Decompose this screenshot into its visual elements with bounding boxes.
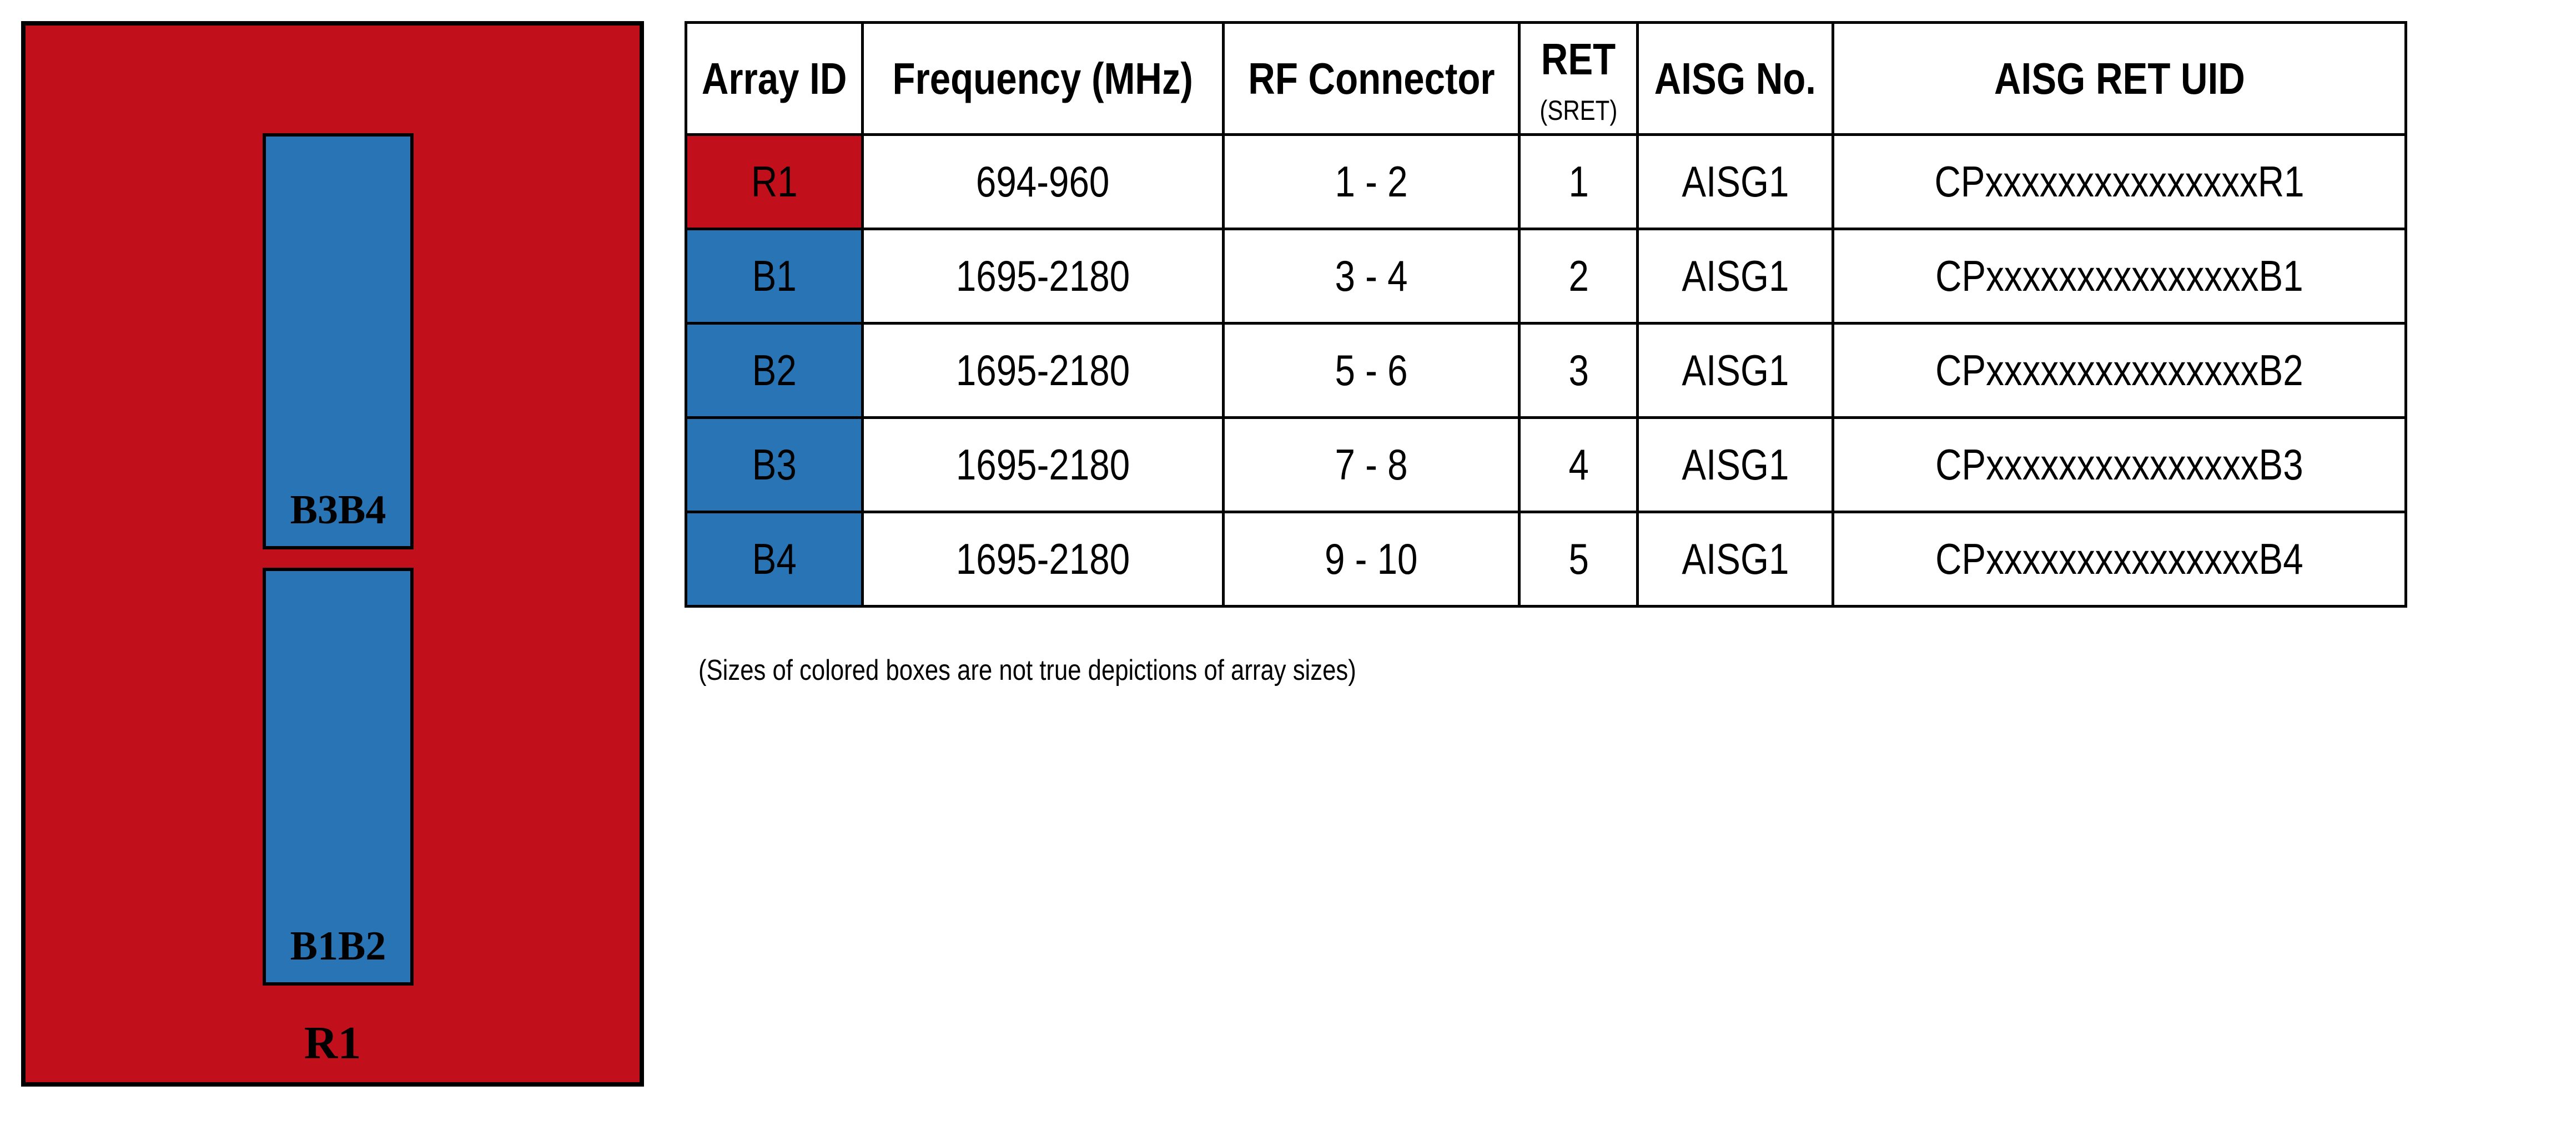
cell-frequency: 1695-2180 xyxy=(861,228,1225,325)
cell-aisg-no: AISG1 xyxy=(1636,228,1835,325)
cell-frequency: 1695-2180 xyxy=(861,322,1225,419)
array-spec-table: Array ID Frequency (MHz) RF Connector RE… xyxy=(685,21,2408,608)
table-row: R1 694-960 1 - 2 1 AISG1 CPxxxxxxxxxxxxx… xyxy=(685,133,2408,230)
cell-frequency: 1695-2180 xyxy=(861,511,1225,608)
cell-array-id: B1 xyxy=(685,228,864,325)
cell-array-id: R1 xyxy=(685,133,864,230)
col-header-ret: RET (SRET) xyxy=(1518,21,1639,136)
cell-rf-connector: 1 - 2 xyxy=(1221,133,1521,230)
cell-aisg-ret-uid: CPxxxxxxxxxxxxxxxR1 xyxy=(1832,133,2408,230)
array-box-b1b2: B1B2 xyxy=(263,568,414,986)
col-header-ret-sub: (SRET) xyxy=(1539,95,1618,126)
cell-rf-connector: 5 - 6 xyxy=(1221,322,1521,419)
cell-frequency: 694-960 xyxy=(861,133,1225,230)
col-header-frequency: Frequency (MHz) xyxy=(861,21,1225,136)
cell-aisg-no: AISG1 xyxy=(1636,133,1835,230)
array-box-label-b3b4: B3B4 xyxy=(290,487,386,533)
table-row: B2 1695-2180 5 - 6 3 AISG1 CPxxxxxxxxxxx… xyxy=(685,322,2408,419)
antenna-outline-r1: B3B4 B1B2 R1 xyxy=(21,21,644,1087)
col-header-aisg-ret-uid: AISG RET UID xyxy=(1832,21,2408,136)
cell-ret: 3 xyxy=(1518,322,1639,419)
cell-array-id: B2 xyxy=(685,322,864,419)
cell-ret: 5 xyxy=(1518,511,1639,608)
table-header-row: Array ID Frequency (MHz) RF Connector RE… xyxy=(685,21,2408,136)
table-row: B1 1695-2180 3 - 4 2 AISG1 CPxxxxxxxxxxx… xyxy=(685,228,2408,325)
cell-aisg-ret-uid: CPxxxxxxxxxxxxxxxB3 xyxy=(1832,416,2408,513)
array-box-b3b4: B3B4 xyxy=(263,133,414,549)
cell-array-id: B4 xyxy=(685,511,864,608)
cell-aisg-ret-uid: CPxxxxxxxxxxxxxxxB4 xyxy=(1832,511,2408,608)
cell-aisg-ret-uid: CPxxxxxxxxxxxxxxxB2 xyxy=(1832,322,2408,419)
col-header-aisg-no: AISG No. xyxy=(1636,21,1835,136)
col-header-rf-connector: RF Connector xyxy=(1221,21,1521,136)
col-header-array-id: Array ID xyxy=(685,21,864,136)
cell-aisg-no: AISG1 xyxy=(1636,416,1835,513)
cell-rf-connector: 9 - 10 xyxy=(1221,511,1521,608)
cell-rf-connector: 3 - 4 xyxy=(1221,228,1521,325)
cell-ret: 1 xyxy=(1518,133,1639,230)
cell-rf-connector: 7 - 8 xyxy=(1221,416,1521,513)
antenna-outline-label-r1: R1 xyxy=(304,1017,361,1069)
cell-ret: 2 xyxy=(1518,228,1639,325)
array-box-label-b1b2: B1B2 xyxy=(290,923,386,969)
cell-frequency: 1695-2180 xyxy=(861,416,1225,513)
table-row: B4 1695-2180 9 - 10 5 AISG1 CPxxxxxxxxxx… xyxy=(685,511,2408,608)
cell-array-id: B3 xyxy=(685,416,864,513)
cell-aisg-no: AISG1 xyxy=(1636,322,1835,419)
cell-aisg-ret-uid: CPxxxxxxxxxxxxxxxB1 xyxy=(1832,228,2408,325)
cell-aisg-no: AISG1 xyxy=(1636,511,1835,608)
cell-ret: 4 xyxy=(1518,416,1639,513)
size-disclaimer-note: (Sizes of colored boxes are not true dep… xyxy=(698,654,1356,686)
table-row: B3 1695-2180 7 - 8 4 AISG1 CPxxxxxxxxxxx… xyxy=(685,416,2408,513)
